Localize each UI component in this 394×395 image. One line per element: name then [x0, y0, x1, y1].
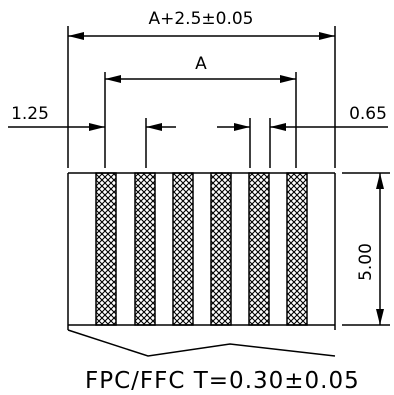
- break-line: [67, 329, 336, 357]
- total-width-dimension: A+2.5±0.05: [67, 9, 336, 168]
- left-margin-label: 1.25: [11, 104, 49, 124]
- pitch-span-label: A: [195, 54, 207, 74]
- conductor-strip-1: [95, 172, 117, 326]
- strip-width-label: 0.65: [349, 104, 387, 124]
- height-dimension: 5.00: [342, 172, 390, 326]
- left-margin-dimension: 1.25: [8, 104, 176, 168]
- conductor-strip-6: [286, 172, 308, 326]
- total-width-label: A+2.5±0.05: [148, 9, 253, 29]
- strip-width-dimension: 0.65: [217, 104, 388, 168]
- conductor-strip-5: [248, 172, 270, 326]
- conductor-strips: [95, 172, 308, 326]
- conductor-strip-2: [134, 172, 156, 326]
- conductor-strip-4: [210, 172, 232, 326]
- cable-caption: FPC/FFC T=0.30±0.05: [85, 368, 360, 394]
- conductor-strip-3: [172, 172, 194, 326]
- pitch-span-dimension: A: [104, 54, 297, 168]
- height-label: 5.00: [356, 243, 376, 281]
